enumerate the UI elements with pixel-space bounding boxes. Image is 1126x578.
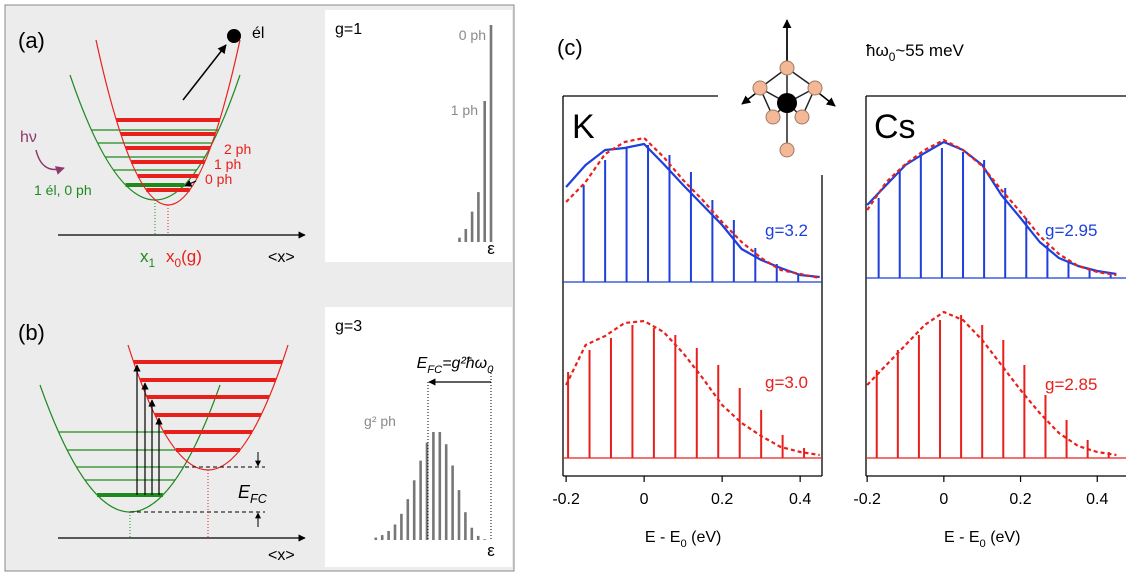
x-tick-label: 0 xyxy=(640,491,649,508)
phonon-label-part: ħω xyxy=(866,41,889,60)
position-label-part: 0 xyxy=(175,256,182,270)
energy-label-part: =g²ħω xyxy=(442,355,487,372)
x-tick-label: 0.4 xyxy=(789,491,811,508)
atom xyxy=(752,80,768,96)
chart-title: K xyxy=(572,108,595,146)
stick-box xyxy=(325,10,512,262)
x-axis-label: E - E0 (eV) xyxy=(645,529,721,550)
x-tick-label: 0.2 xyxy=(711,491,733,508)
fit-line xyxy=(866,138,1117,277)
annotation: 1 ph xyxy=(451,102,478,118)
x-tick-label: -0.2 xyxy=(552,491,580,508)
g-label: g=2.95 xyxy=(1045,221,1097,240)
x-tick-label: 0.4 xyxy=(1086,491,1108,508)
x-tick-label: 0 xyxy=(939,491,948,508)
energy-label: EFC=g²ħω0 xyxy=(417,355,495,376)
energy-label-part: 0 xyxy=(487,364,494,376)
fit-line xyxy=(866,310,1117,457)
panel-label: (b) xyxy=(18,320,45,345)
position-label-part: (g) xyxy=(181,247,202,266)
annotation: 0 ph xyxy=(459,27,486,43)
position-label: x1 xyxy=(140,247,156,270)
position-label: x0(g) xyxy=(166,247,202,270)
position-label-part: x xyxy=(166,247,175,266)
level-label: 1 ph xyxy=(214,156,241,172)
arrow xyxy=(35,149,65,175)
annotation: g² ph xyxy=(364,413,396,429)
atom xyxy=(779,142,795,158)
axis-label: ε xyxy=(487,239,495,258)
label: hν xyxy=(20,129,37,146)
energy-label-part: E xyxy=(417,355,428,372)
axis-label: <x> xyxy=(268,249,295,266)
x-axis-label-part: (eV) xyxy=(687,529,722,546)
position-label-part: 1 xyxy=(149,256,156,270)
atom xyxy=(779,60,795,76)
x-tick-label: -0.2 xyxy=(853,491,881,508)
parabola xyxy=(95,39,241,206)
atom xyxy=(765,109,781,125)
chart-title: g=1 xyxy=(335,21,362,38)
phonon-label-part: ~55 meV xyxy=(895,41,964,60)
position-label-part: x xyxy=(140,247,149,266)
atom xyxy=(807,80,823,96)
x-axis-label-part: E - E xyxy=(645,529,681,546)
energy-label: EFC xyxy=(238,482,268,506)
data-line xyxy=(565,142,820,279)
x-axis-label-part: 0 xyxy=(680,538,686,550)
label: él xyxy=(252,25,264,42)
arrow xyxy=(184,180,197,187)
atom xyxy=(794,109,810,125)
electron xyxy=(227,29,241,43)
level-label: 0 ph xyxy=(205,171,232,187)
arrow xyxy=(182,44,227,101)
panel-label: (a) xyxy=(18,28,45,53)
x-axis-label-part: (eV) xyxy=(986,529,1021,546)
x-axis-label-part: E - E xyxy=(944,529,980,546)
x-axis-label: E - E0 (eV) xyxy=(944,529,1020,550)
g-label: g=2.85 xyxy=(1045,375,1097,394)
panel-label: (c) xyxy=(557,35,583,60)
phonon-label: ħω0~55 meV xyxy=(866,41,965,64)
stick-box xyxy=(325,307,512,567)
level-label: 2 ph xyxy=(224,141,251,157)
level-label: 1 él, 0 ph xyxy=(34,182,92,198)
energy-label-part: FC xyxy=(250,492,268,506)
phonon-label-part: 0 xyxy=(889,50,896,64)
axis-label: ε xyxy=(487,541,495,560)
data-line xyxy=(866,140,1117,276)
x-tick-label: 0.2 xyxy=(1009,491,1031,508)
chart-title: Cs xyxy=(874,108,916,146)
x-axis-label-part: 0 xyxy=(980,538,986,550)
fit-line xyxy=(565,136,820,280)
energy-label-part: FC xyxy=(427,364,443,376)
g-label: g=3.2 xyxy=(765,221,808,240)
g-label: g=3.0 xyxy=(765,373,808,392)
energy-label-part: E xyxy=(238,482,251,502)
axis-label: <x> xyxy=(268,547,295,564)
atom xyxy=(777,93,797,113)
fit-line xyxy=(565,319,820,457)
chart-title: g=3 xyxy=(335,318,362,335)
